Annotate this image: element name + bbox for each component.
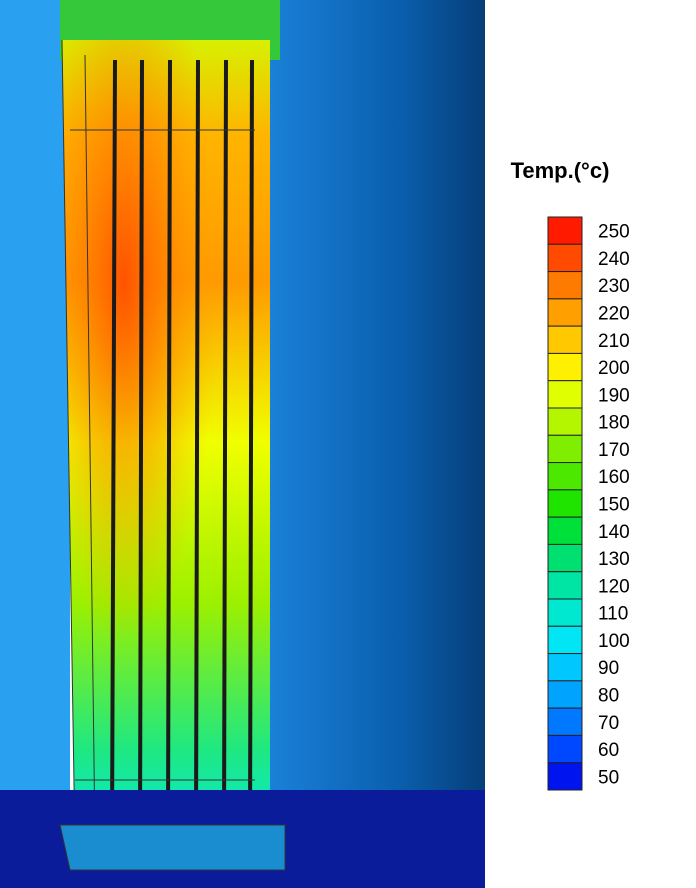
tick-label: 60	[598, 740, 619, 761]
tick-label: 120	[598, 576, 630, 597]
color-band	[548, 490, 582, 517]
reactor-model	[0, 0, 485, 888]
color-band	[548, 408, 582, 435]
color-band	[548, 654, 582, 681]
color-band	[548, 299, 582, 326]
color-band	[548, 381, 582, 408]
color-band	[548, 353, 582, 380]
tick-label: 180	[598, 413, 630, 434]
tick-label: 90	[598, 658, 619, 679]
color-band	[548, 217, 582, 244]
tick-label: 100	[598, 631, 630, 652]
tick-label: 110	[598, 604, 628, 625]
color-band	[548, 599, 582, 626]
color-band	[548, 708, 582, 735]
tick-label: 250	[598, 222, 630, 243]
tick-label: 70	[598, 713, 619, 734]
tick-label: 230	[598, 276, 630, 297]
tick-label: 220	[598, 304, 630, 325]
tick-label: 210	[598, 331, 630, 352]
color-band	[548, 681, 582, 708]
visualization: Temp.(°c) 250 240 230 220 210 200 190 180 170 160…	[0, 0, 696, 888]
tick-label: 130	[598, 549, 630, 570]
color-band	[548, 272, 582, 299]
color-band	[548, 244, 582, 271]
tick-label: 50	[598, 767, 619, 788]
legend-title: Temp.(°c)	[511, 158, 610, 183]
tick-label: 170	[598, 440, 630, 461]
tick-label: 200	[598, 358, 630, 379]
tick-label: 150	[598, 495, 630, 516]
color-band	[548, 763, 582, 790]
tick-label: 190	[598, 385, 630, 406]
tick-label: 240	[598, 249, 630, 270]
tick-label: 80	[598, 686, 619, 707]
color-band	[548, 463, 582, 490]
color-band	[548, 544, 582, 571]
color-band	[548, 517, 582, 544]
page: Temp.(°c) 250 240 230 220 210 200 190 180 170 160…	[0, 0, 696, 888]
tick-label: 140	[598, 522, 630, 543]
color-band	[548, 626, 582, 653]
color-band	[548, 326, 582, 353]
color-band	[548, 572, 582, 599]
legend: Temp.(°c) 250 240 230 220 210 200 190 180 170 160…	[511, 158, 630, 790]
color-band	[548, 735, 582, 762]
tick-label: 160	[598, 467, 630, 488]
color-band	[548, 435, 582, 462]
